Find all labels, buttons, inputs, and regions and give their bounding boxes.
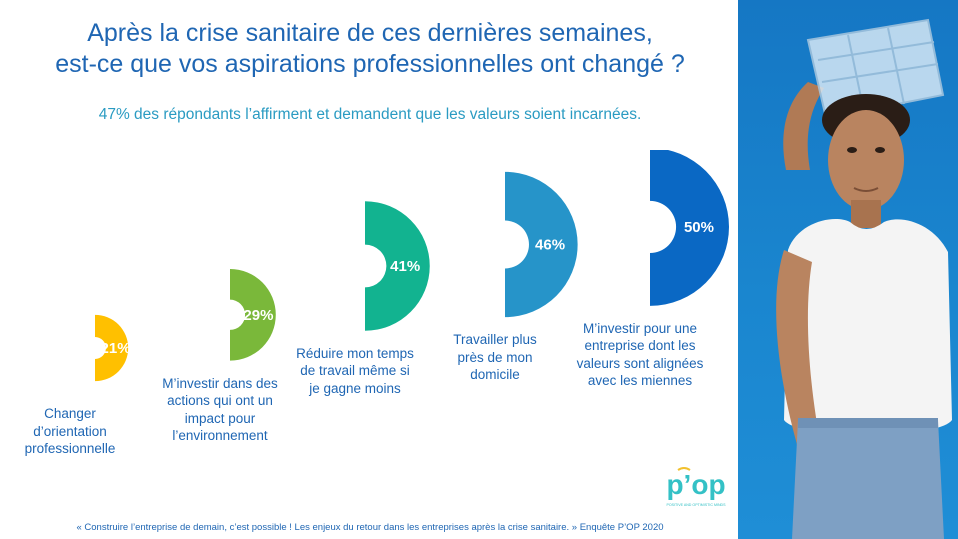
logo-text: p’op [666,469,725,500]
radial-bar-3 [365,201,430,331]
radial-bar-chart: 21% 29% 41% 46% 50% [95,150,729,382]
logo-tagline: POSITIVE AND OPTIMISTIC MINDS [666,503,726,507]
radial-bar-4 [505,171,578,318]
pop-logo: p’op POSITIVE AND OPTIMISTIC MINDS [664,466,728,517]
category-label-4: Travailler plus près de mon domicile [453,332,537,383]
category-label-2: M’investir dans des actions qui ont un imp… [162,375,278,444]
category-label-1: Changer d’orientation professionnelle [24,406,116,457]
category-label-5: M’investir pour une entreprise dont les va… [576,320,704,389]
pop-logo-mark: p’op POSITIVE AND OPTIMISTIC MINDS [666,467,726,507]
category-label-3: Réduire mon temps de travail même si je ga… [296,345,414,396]
page-title: Après la crise sanitaire de ces dernière… [0,18,740,80]
radial-bar-5 [650,150,729,306]
value-label-4: 46% [535,237,565,254]
photo-panel [738,0,958,539]
person-photo-illustration [776,18,952,539]
logo-accent [677,467,691,471]
value-label-5: 50% [684,219,714,236]
value-label-3: 41% [390,258,420,275]
source-footnote: « Construire l’entreprise de demain, c’e… [76,522,664,533]
value-label-2: 29% [243,307,273,324]
radial-bar-1 [95,314,129,382]
subtitle: 47% des répondants l’affirment et demand… [98,106,642,123]
title-line-2: est-ce que vos aspirations professionnel… [55,50,685,78]
radial-bar-2 [230,268,276,361]
value-label-1: 21% [101,340,131,357]
title-line-1: Après la crise sanitaire de ces dernière… [87,19,653,47]
